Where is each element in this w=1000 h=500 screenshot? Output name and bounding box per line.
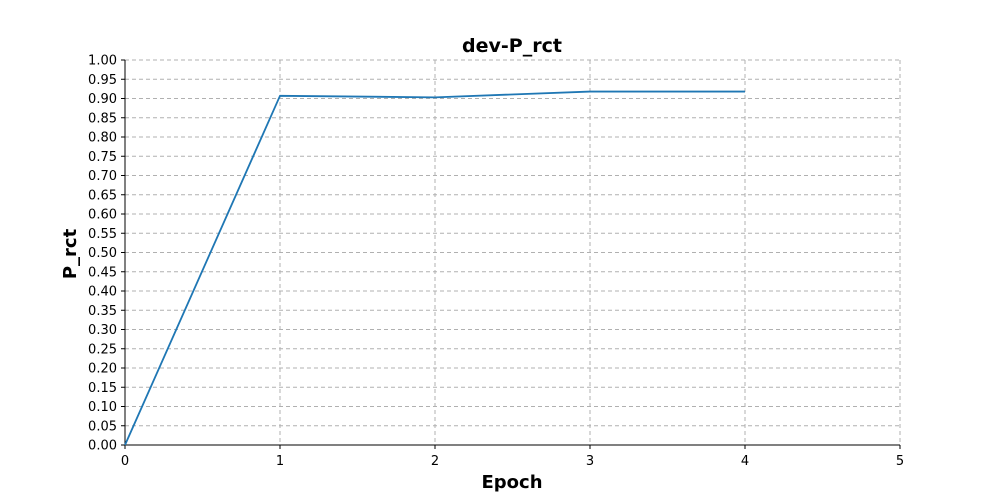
y-tick-label: 1.00 [88, 54, 117, 69]
y-tick-label: 0.65 [88, 188, 117, 203]
x-tick-label: 0 [121, 454, 129, 469]
y-tick-label: 0.30 [88, 323, 117, 338]
y-tick-label: 0.15 [88, 381, 117, 396]
y-tick-label: 0.45 [88, 265, 117, 280]
x-axis-label: Epoch [481, 472, 542, 493]
y-tick-label: 0.95 [88, 73, 117, 88]
y-tick-label: 0.00 [88, 439, 117, 454]
y-tick-label: 0.90 [88, 92, 117, 107]
y-tick-label: 0.70 [88, 169, 117, 184]
y-tick-label: 0.55 [88, 227, 117, 242]
y-tick-label: 0.75 [88, 150, 117, 165]
y-tick-label: 0.10 [88, 400, 117, 415]
y-tick-label: 0.80 [88, 131, 117, 146]
y-axis-ticks: 0.00 0.05 0.10 0.15 0.20 0.25 0.30 0.35 0.40 0.45… [88, 54, 125, 454]
y-tick-label: 0.60 [88, 208, 117, 223]
x-tick-label: 3 [586, 454, 594, 469]
x-tick-label: 5 [896, 454, 904, 469]
y-tick-label: 0.85 [88, 111, 117, 126]
x-tick-label: 1 [276, 454, 284, 469]
y-tick-label: 0.20 [88, 362, 117, 377]
y-axis-label: P_rct [60, 228, 81, 279]
y-tick-label: 0.05 [88, 419, 117, 434]
x-tick-label: 4 [741, 454, 749, 469]
y-tick-label: 0.50 [88, 246, 117, 261]
x-tick-label: 2 [431, 454, 439, 469]
y-tick-label: 0.40 [88, 285, 117, 300]
x-axis-ticks: 0 1 2 3 4 5 [121, 445, 904, 469]
chart-title: dev-P_rct [462, 35, 562, 57]
y-tick-label: 0.25 [88, 342, 117, 357]
grid [125, 59, 901, 445]
y-tick-label: 0.35 [88, 304, 117, 319]
series-group [124, 90, 746, 446]
